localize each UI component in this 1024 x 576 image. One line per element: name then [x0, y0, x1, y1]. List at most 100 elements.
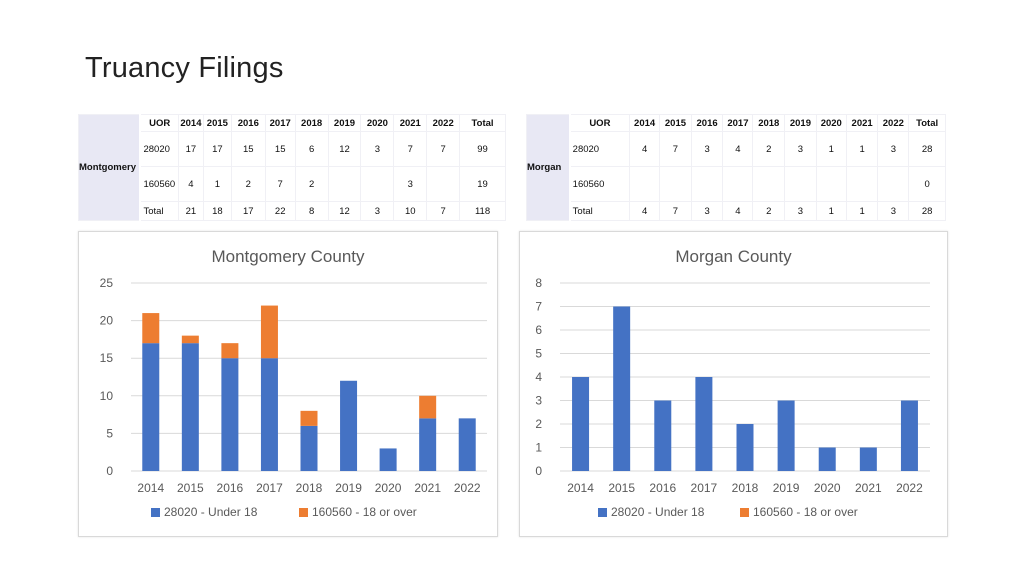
- y-tick-label: 20: [100, 314, 114, 328]
- page-title: Truancy Filings: [85, 52, 284, 84]
- x-tick-label: 2016: [649, 481, 676, 495]
- bar-series2: [419, 395, 437, 419]
- table-cell: 3: [360, 201, 395, 221]
- header-cell: UOR: [569, 114, 631, 132]
- bar-series1: [221, 358, 239, 471]
- y-tick-label: 10: [100, 389, 114, 403]
- x-tick-label: 2020: [814, 481, 841, 495]
- header-cell: UOR: [139, 114, 179, 132]
- bar-series1: [572, 377, 590, 471]
- bar-series1: [300, 425, 318, 471]
- table-cell: 17: [177, 131, 204, 167]
- table-cell: 15: [230, 131, 266, 167]
- table-cell: 1: [845, 201, 879, 221]
- bar-series1: [458, 418, 476, 471]
- table-cell: 6: [294, 131, 329, 167]
- table-cell: 3: [690, 201, 724, 221]
- table-cell: 7: [426, 131, 461, 167]
- table-cell: 160560: [569, 166, 631, 202]
- table-cell: 1: [815, 201, 847, 221]
- header-cell: 2020: [815, 114, 847, 132]
- bar-series1: [818, 447, 836, 471]
- header-cell: Total: [908, 114, 946, 132]
- table-cell: 28: [908, 201, 946, 221]
- table-cell: [690, 166, 724, 202]
- x-tick-label: 2022: [896, 481, 923, 495]
- region-label: Montgomery: [78, 114, 142, 221]
- x-tick-label: 2018: [296, 481, 323, 495]
- table-cell: 2: [752, 131, 786, 167]
- table-cell: 7: [426, 201, 461, 221]
- morgan-chart: Morgan County 0 1 2 3 4 5 6 7 8 2014 2015 2016 2017 20…: [519, 231, 948, 537]
- bar-series1: [613, 306, 631, 471]
- header-cell: 2017: [264, 114, 296, 132]
- y-tick-label: 15: [100, 351, 114, 365]
- bar-series1: [859, 447, 877, 471]
- legend-swatch: [151, 508, 160, 517]
- table-cell: 3: [877, 131, 910, 167]
- morgan-table: Morgan UOR 2014 2015 2016 2017 2018 2019…: [525, 114, 946, 221]
- table-cell: 3: [784, 201, 817, 221]
- bar-series2: [260, 305, 278, 359]
- legend-swatch: [740, 508, 749, 517]
- header-cell: 2018: [752, 114, 786, 132]
- header-cell: 2021: [393, 114, 428, 132]
- table-cell: 99: [459, 131, 506, 167]
- x-tick-label: 2020: [375, 481, 402, 495]
- y-tick-label: 2: [535, 417, 542, 431]
- table-header-row: Morgan UOR 2014 2015 2016 2017 2018 2019…: [525, 114, 946, 221]
- montgomery-chart: Montgomery County 0 5 10 15 20 25 2014 2015 2016 2…: [78, 231, 498, 537]
- legend-label: 160560 - 18 or over: [312, 505, 417, 519]
- header-cell: 2021: [845, 114, 879, 132]
- legend-label: 160560 - 18 or over: [753, 505, 858, 519]
- table-cell: [845, 166, 879, 202]
- table-cell: [877, 166, 910, 202]
- table-cell: 1: [845, 131, 879, 167]
- bar-series1: [181, 343, 199, 471]
- bar-series2: [142, 313, 160, 344]
- table-cell: Total: [139, 201, 179, 221]
- table-cell: 4: [629, 201, 661, 221]
- table-cell: 160560: [139, 166, 179, 202]
- table-cell: 1: [815, 131, 847, 167]
- table-total-row: Total 4 7 3 4 2 3 1 1 3 28: [527, 201, 946, 221]
- y-tick-label: 4: [535, 370, 542, 384]
- table-cell: [722, 166, 754, 202]
- bar-series2: [221, 343, 239, 359]
- x-tick-label: 2015: [608, 481, 635, 495]
- table-cell: [629, 166, 661, 202]
- table-cell: 8: [294, 201, 329, 221]
- region-label: Morgan: [525, 114, 571, 221]
- x-tick-label: 2017: [691, 481, 718, 495]
- table-cell: 7: [659, 131, 692, 167]
- table-cell: 15: [264, 131, 296, 167]
- table-cell: 21: [177, 201, 204, 221]
- table-cell: [752, 166, 786, 202]
- table-cell: 3: [877, 201, 910, 221]
- table-cell: 118: [459, 201, 506, 221]
- table-cell: 1: [202, 166, 232, 202]
- table-cell: 22: [264, 201, 296, 221]
- header-cell: 2019: [784, 114, 817, 132]
- table-cell: 2: [294, 166, 329, 202]
- header-cell: 2014: [177, 114, 204, 132]
- table-cell: [426, 166, 461, 202]
- y-tick-label: 7: [535, 300, 542, 314]
- x-tick-label: 2015: [177, 481, 204, 495]
- header-cell: 2016: [690, 114, 724, 132]
- table-row: 160560 0: [527, 166, 946, 202]
- header-cell: 2022: [426, 114, 461, 132]
- y-tick-label: 0: [535, 464, 542, 478]
- y-tick-label: 5: [106, 426, 113, 440]
- header-cell: 2020: [360, 114, 395, 132]
- table-cell: 10: [393, 201, 428, 221]
- table-cell: 2: [230, 166, 266, 202]
- header-cell: 2019: [327, 114, 362, 132]
- y-tick-label: 3: [535, 394, 542, 408]
- header-cell: 2017: [722, 114, 754, 132]
- table-cell: [659, 166, 692, 202]
- header-cell: 2014: [629, 114, 661, 132]
- table-cell: 7: [659, 201, 692, 221]
- table-cell: 12: [327, 201, 362, 221]
- table-cell: 3: [393, 166, 428, 202]
